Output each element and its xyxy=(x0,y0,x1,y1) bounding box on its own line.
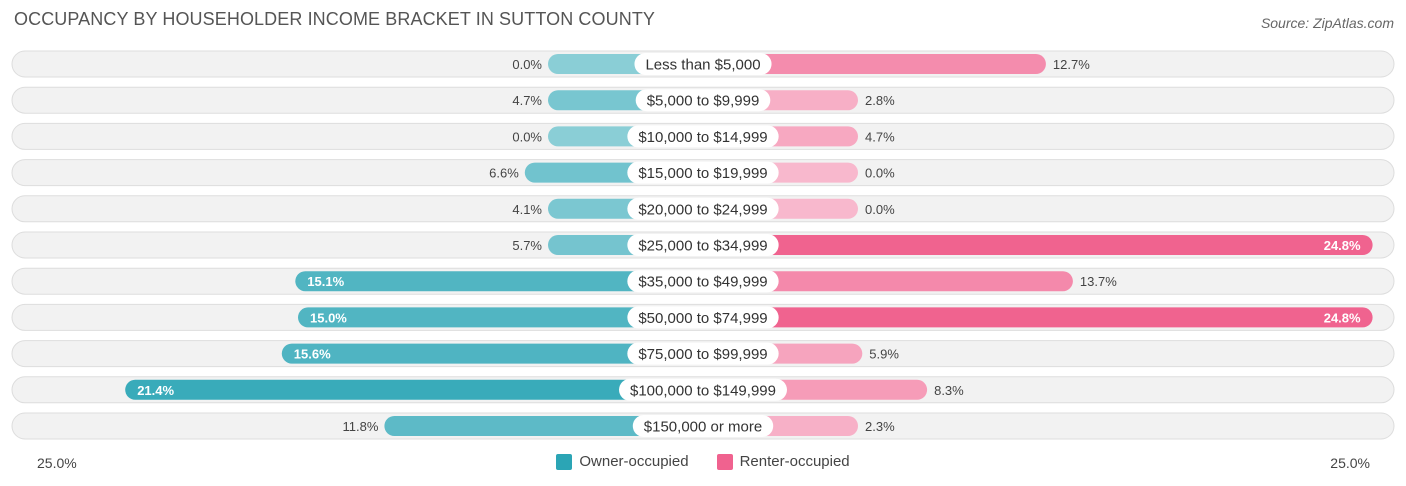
category-label-box xyxy=(627,234,779,256)
owner-value-label: 5.7% xyxy=(512,238,542,253)
owner-value-label: 0.0% xyxy=(512,129,542,144)
axis-label-left: 25.0% xyxy=(37,455,77,471)
chart-row: $15,000 to $19,999 6.6% 0.0% xyxy=(11,159,1395,187)
owner-value-label: 4.7% xyxy=(512,93,542,108)
category-label: $10,000 to $14,999 xyxy=(638,129,767,146)
renter-value-label: 24.8% xyxy=(1324,310,1361,325)
category-label-box xyxy=(634,53,772,75)
owner-value-label: 15.0% xyxy=(310,310,347,325)
owner-value-label: 0.0% xyxy=(512,57,542,72)
owner-value-label: 15.1% xyxy=(307,274,344,289)
category-label: $35,000 to $49,999 xyxy=(638,274,767,291)
legend-renter-swatch xyxy=(716,453,733,470)
chart-row: Less than $5,000 0.0% 12.7% xyxy=(11,50,1395,78)
owner-bar xyxy=(295,271,703,292)
renter-value-label: 4.7% xyxy=(865,129,895,144)
renter-bar xyxy=(703,235,1373,255)
chart-row: $10,000 to $14,999 0.0% 4.7% xyxy=(11,122,1395,150)
category-label: Less than $5,000 xyxy=(645,57,760,74)
owner-bar xyxy=(125,379,703,400)
category-label-box xyxy=(635,89,771,112)
legend-owner-swatch xyxy=(556,453,573,470)
chart-row: $100,000 to $149,999 21.4% 8.3% xyxy=(11,376,1395,404)
renter-value-label: 8.3% xyxy=(934,383,964,398)
legend-renter-label: Renter-occupied xyxy=(739,453,850,470)
category-label-box xyxy=(627,270,779,293)
renter-value-label: 0.0% xyxy=(865,166,895,181)
renter-value-label: 24.8% xyxy=(1324,238,1361,253)
legend-owner-label: Owner-occupied xyxy=(579,453,689,470)
owner-bar xyxy=(384,416,703,436)
chart-row: $50,000 to $74,999 15.0% 24.8% xyxy=(11,303,1395,331)
category-label-box xyxy=(627,161,779,184)
category-label-box xyxy=(627,125,779,148)
category-label: $75,000 to $99,999 xyxy=(638,346,767,363)
renter-value-label: 2.8% xyxy=(865,93,895,108)
owner-bar xyxy=(298,307,703,328)
chart-row: $75,000 to $99,999 15.6% 5.9% xyxy=(11,340,1395,368)
chart-row: $150,000 or more 11.8% 2.3% xyxy=(11,412,1395,440)
chart-row: $25,000 to $34,999 5.7% 24.8% xyxy=(11,231,1395,259)
chart-title: OCCUPANCY BY HOUSEHOLDER INCOME BRACKET … xyxy=(14,9,656,29)
renter-value-label: 5.9% xyxy=(869,347,899,362)
chart-row: $35,000 to $49,999 15.1% 13.7% xyxy=(11,267,1395,295)
renter-value-label: 13.7% xyxy=(1080,274,1117,289)
renter-bar xyxy=(703,271,1073,292)
renter-bar xyxy=(703,307,1373,328)
owner-value-label: 15.6% xyxy=(294,347,331,362)
category-label: $5,000 to $9,999 xyxy=(647,93,760,110)
renter-bar xyxy=(703,54,1046,74)
chart-row: $20,000 to $24,999 4.1% 0.0% xyxy=(11,195,1395,223)
category-label: $25,000 to $34,999 xyxy=(638,238,767,255)
renter-value-label: 2.3% xyxy=(865,419,895,434)
renter-value-label: 0.0% xyxy=(865,202,895,217)
owner-value-label: 21.4% xyxy=(137,383,174,398)
owner-value-label: 4.1% xyxy=(512,202,542,217)
owner-value-label: 6.6% xyxy=(489,166,519,181)
category-label-box xyxy=(632,415,774,437)
owner-bar xyxy=(281,343,703,364)
category-label: $20,000 to $24,999 xyxy=(638,201,767,218)
category-label: $50,000 to $74,999 xyxy=(638,310,767,327)
category-label-box xyxy=(627,342,779,365)
category-label: $15,000 to $19,999 xyxy=(638,165,767,182)
legend-renter: Renter-occupied xyxy=(716,453,850,470)
category-label-box xyxy=(619,378,787,401)
category-label-box xyxy=(627,306,779,329)
legend: Owner-occupied Renter-occupied xyxy=(0,453,1406,470)
category-label: $100,000 to $149,999 xyxy=(630,382,776,399)
category-label: $150,000 or more xyxy=(644,419,762,436)
axis-label-right: 25.0% xyxy=(1330,455,1370,471)
legend-owner: Owner-occupied xyxy=(556,453,689,470)
owner-value-label: 11.8% xyxy=(342,419,378,434)
chart-row: $5,000 to $9,999 4.7% 2.8% xyxy=(11,86,1395,114)
category-label-box xyxy=(627,197,779,220)
renter-value-label: 12.7% xyxy=(1053,57,1090,72)
source-note: Source: ZipAtlas.com xyxy=(1260,15,1394,31)
